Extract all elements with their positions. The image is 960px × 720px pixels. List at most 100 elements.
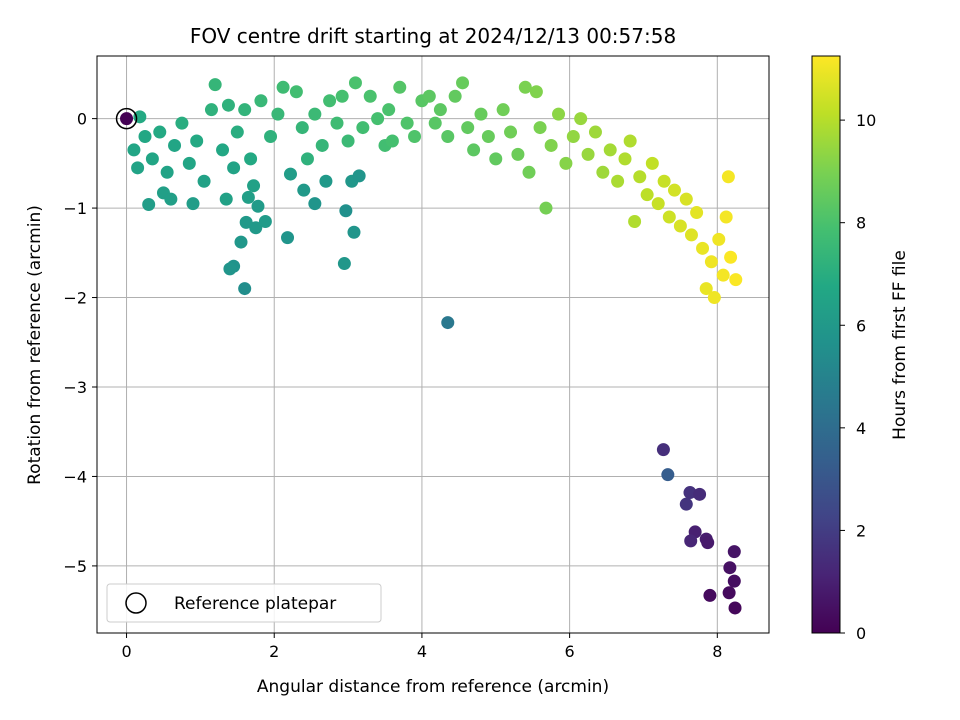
data-point [474, 107, 488, 121]
y-tick-label: −2 [63, 289, 87, 308]
data-point [684, 228, 698, 242]
y-axis-label: Rotation from reference (arcmin) [25, 205, 45, 485]
plot-frame [96, 55, 770, 634]
data-point [456, 76, 470, 90]
data-point [428, 116, 442, 130]
data-point [239, 215, 253, 229]
data-point [300, 152, 314, 166]
data-point [230, 125, 244, 139]
data-point [258, 214, 272, 228]
data-point [323, 94, 337, 108]
data-point [651, 197, 665, 211]
data-point [684, 534, 698, 548]
x-tick-label: 6 [565, 642, 575, 661]
data-point [618, 152, 632, 166]
data-point [182, 156, 196, 170]
data-point [704, 255, 718, 269]
data-points [127, 76, 743, 615]
x-tick-label: 0 [121, 642, 131, 661]
colorbar [811, 55, 841, 634]
data-point [716, 268, 730, 282]
data-point [145, 152, 159, 166]
data-point [363, 89, 377, 103]
data-point [221, 98, 235, 112]
data-point [461, 121, 475, 135]
data-point [335, 89, 349, 103]
data-point [164, 192, 178, 206]
x-axis-label: Angular distance from reference (arcmin) [257, 677, 609, 697]
data-point [727, 545, 741, 559]
legend-marker [125, 592, 147, 614]
data-point [679, 192, 693, 206]
data-point [693, 487, 707, 501]
data-point [661, 468, 675, 482]
data-point [295, 121, 309, 135]
data-point [308, 107, 322, 121]
data-point [281, 231, 295, 245]
data-point [223, 262, 237, 276]
data-point [481, 130, 495, 144]
reference-point [120, 112, 134, 126]
data-point [168, 138, 182, 152]
data-point [244, 152, 258, 166]
data-point [566, 130, 580, 144]
x-tick-label: 8 [712, 642, 722, 661]
data-point [703, 588, 717, 602]
data-point [264, 130, 278, 144]
colorbar-tick-label: 4 [856, 419, 866, 438]
y-tick-label: −3 [63, 378, 87, 397]
y-tick-label: −5 [63, 557, 87, 576]
data-point [238, 103, 252, 117]
chart-title: FOV centre drift starting at 2024/12/13 … [190, 24, 676, 48]
data-point [127, 143, 141, 157]
data-point [504, 125, 518, 139]
legend-label: Reference platepar [174, 594, 336, 614]
data-point [337, 257, 351, 271]
data-point [393, 80, 407, 94]
data-point [247, 179, 261, 193]
colorbar-tick-label: 2 [856, 521, 866, 540]
data-point [581, 147, 595, 161]
legend-box [106, 583, 382, 623]
data-point [667, 183, 681, 197]
data-point [216, 143, 230, 157]
y-tick-label: −4 [63, 467, 87, 486]
data-point [142, 197, 156, 211]
data-point [522, 165, 536, 179]
data-point [330, 116, 344, 130]
data-point [251, 199, 265, 213]
data-point [422, 89, 436, 103]
data-point [623, 134, 637, 148]
data-point [315, 138, 329, 152]
data-point [633, 170, 647, 184]
colorbar-tick-label: 6 [856, 316, 866, 335]
reference-platepar-marker [115, 107, 138, 130]
data-point [341, 134, 355, 148]
data-point [190, 134, 204, 148]
data-point [197, 174, 211, 188]
y-tick-label: 0 [77, 110, 87, 129]
x-tick-label: 2 [269, 642, 279, 661]
data-point [186, 197, 200, 211]
y-tick-label: −1 [63, 199, 87, 218]
data-point [723, 561, 737, 575]
data-point [721, 170, 735, 184]
data-point [662, 210, 676, 224]
data-point [529, 85, 543, 99]
x-axis-ticks: 0 2 4 6 8 [121, 633, 722, 661]
data-point [574, 112, 588, 126]
data-point [467, 143, 481, 157]
data-point [356, 121, 370, 135]
data-point [339, 204, 353, 218]
data-point [603, 143, 617, 157]
data-point [696, 241, 710, 255]
data-point [729, 273, 743, 287]
data-point [489, 152, 503, 166]
data-point [496, 103, 510, 117]
data-point [588, 125, 602, 139]
data-point [712, 232, 726, 246]
data-point [533, 121, 547, 135]
data-point [628, 214, 642, 228]
data-point [645, 156, 659, 170]
data-point [400, 116, 414, 130]
